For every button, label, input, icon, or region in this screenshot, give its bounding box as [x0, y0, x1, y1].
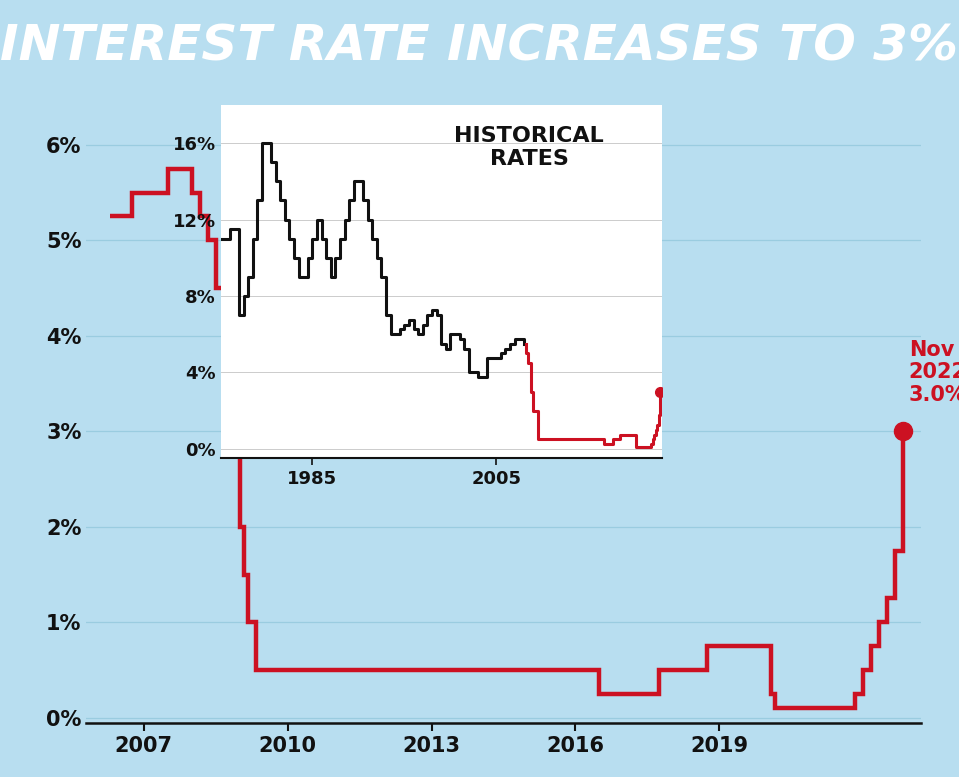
Text: INTEREST RATE INCREASES TO 3%: INTEREST RATE INCREASES TO 3% — [1, 23, 958, 71]
Text: Nov
2022
3.0%: Nov 2022 3.0% — [908, 340, 959, 405]
Text: HISTORICAL
RATES: HISTORICAL RATES — [455, 126, 604, 169]
